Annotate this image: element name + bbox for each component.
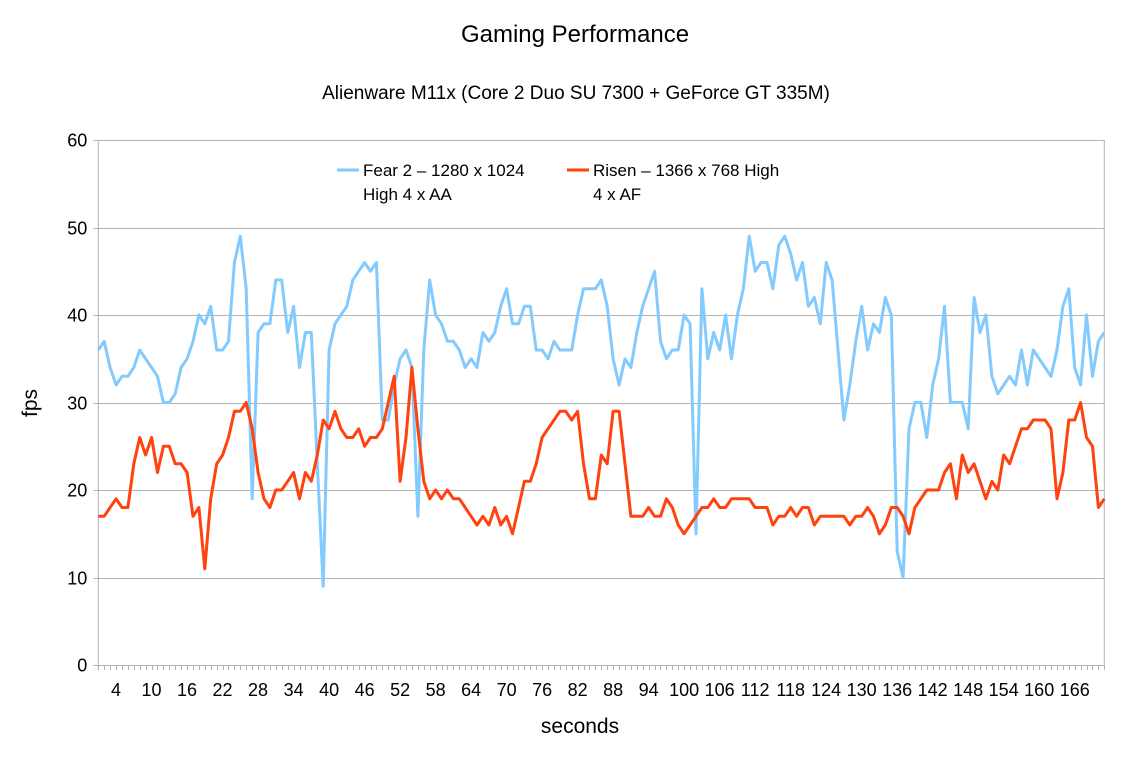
- x-tick-label: 34: [284, 680, 304, 700]
- x-tick-label: 10: [142, 680, 162, 700]
- x-tick-label: 130: [847, 680, 877, 700]
- y-tick-label: 0: [77, 656, 87, 676]
- x-tick-label: 82: [568, 680, 588, 700]
- legend-label-risen-line1: Risen – 1366 x 768 High: [593, 161, 779, 180]
- x-tick-label: 160: [1024, 680, 1054, 700]
- x-tick-label: 142: [918, 680, 948, 700]
- x-tick-label: 76: [532, 680, 552, 700]
- legend: Fear 2 – 1280 x 1024 High 4 x AA Risen –…: [337, 161, 779, 204]
- legend-label-risen-line2: 4 x AF: [593, 185, 641, 204]
- series-line-fear2: [97, 234, 1106, 588]
- x-axis: 4 10 16 22 28 34 40 46 52 58 64 70 76 82 88 94 100 106 112…: [93, 665, 1105, 700]
- x-tick-label: 94: [639, 680, 659, 700]
- x-tick-label: 28: [248, 680, 268, 700]
- x-tick-label: 136: [882, 680, 912, 700]
- y-tick-label: 60: [67, 131, 87, 151]
- legend-label-fear2-line2: High 4 x AA: [363, 185, 452, 204]
- x-tick-label: 22: [213, 680, 233, 700]
- x-tick-label: 40: [319, 680, 339, 700]
- y-tick-label: 40: [67, 306, 87, 326]
- x-tick-label: 88: [603, 680, 623, 700]
- y-tick-label: 20: [67, 481, 87, 501]
- x-tick-label: 100: [669, 680, 699, 700]
- y-tick-label: 10: [67, 569, 87, 589]
- x-tick-label: 52: [390, 680, 410, 700]
- x-tick-label: 64: [461, 680, 481, 700]
- x-tick-label: 70: [497, 680, 517, 700]
- legend-label-fear2-line1: Fear 2 – 1280 x 1024: [363, 161, 525, 180]
- x-tick-label: 58: [426, 680, 446, 700]
- gridlines: [98, 140, 1105, 579]
- y-axis-title: fps: [19, 389, 42, 417]
- series-line-risen: [98, 366, 1106, 571]
- x-tick-label: 46: [355, 680, 375, 700]
- x-tick-label: 118: [776, 680, 805, 700]
- x-tick-label: 166: [1060, 680, 1090, 700]
- y-axis: 0 10 20 30 40 50 60: [67, 131, 1105, 676]
- chart-subtitle: Alienware M11x (Core 2 Duo SU 7300 + GeF…: [322, 83, 830, 104]
- x-tick-label: 4: [111, 680, 121, 700]
- y-tick-label: 30: [67, 394, 87, 414]
- chart-title: Gaming Performance: [461, 21, 689, 48]
- x-tick-label: 106: [705, 680, 735, 700]
- series-lines: [97, 234, 1106, 588]
- y-tick-label: 50: [67, 219, 87, 239]
- x-tick-label: 124: [811, 680, 841, 700]
- x-tick-label: 16: [177, 680, 197, 700]
- x-tick-label: 154: [989, 680, 1019, 700]
- x-tick-label: 112: [741, 680, 770, 700]
- x-tick-label: 148: [953, 680, 983, 700]
- x-axis-title: seconds: [541, 715, 619, 738]
